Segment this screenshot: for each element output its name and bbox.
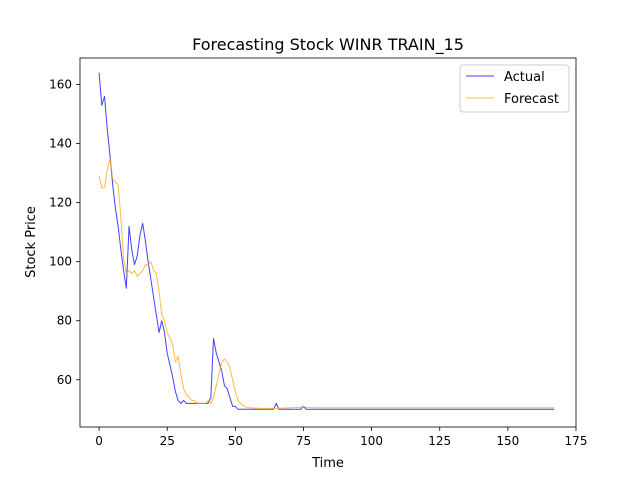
- y-axis: 60 80 100 120 140 160: [49, 78, 80, 387]
- plot-frame: [79, 57, 577, 428]
- y-tick-label: 80: [57, 314, 72, 328]
- series-layer: [98, 72, 555, 410]
- y-tick-label: 160: [49, 78, 72, 92]
- legend-label-actual: Actual: [504, 70, 545, 85]
- x-tick-label: 25: [160, 434, 175, 448]
- y-tick-label: 120: [49, 196, 72, 210]
- legend-label-forecast: Forecast: [504, 92, 559, 107]
- x-tick-label: 150: [496, 434, 519, 448]
- x-tick-label: 175: [565, 434, 588, 448]
- y-axis-label: Stock Price: [24, 206, 39, 278]
- x-tick-label: 100: [360, 434, 383, 448]
- x-tick-label: 75: [296, 434, 311, 448]
- series-line-forecast: [98, 157, 555, 409]
- legend-box: [459, 64, 570, 113]
- plot-area: [79, 57, 577, 428]
- legend: Actual Forecast: [459, 64, 570, 113]
- x-tick-label: 0: [95, 434, 103, 448]
- chart-title: Forecasting Stock WINR TRAIN_15: [192, 35, 464, 55]
- y-tick-label: 100: [49, 255, 72, 269]
- y-tick-label: 60: [57, 373, 72, 387]
- y-tick-label: 140: [49, 137, 72, 151]
- x-axis: 0 25 50 75 100 125 150 175: [95, 427, 587, 448]
- x-axis-label: Time: [311, 456, 344, 471]
- x-tick-label: 50: [228, 434, 243, 448]
- x-tick-label: 125: [428, 434, 451, 448]
